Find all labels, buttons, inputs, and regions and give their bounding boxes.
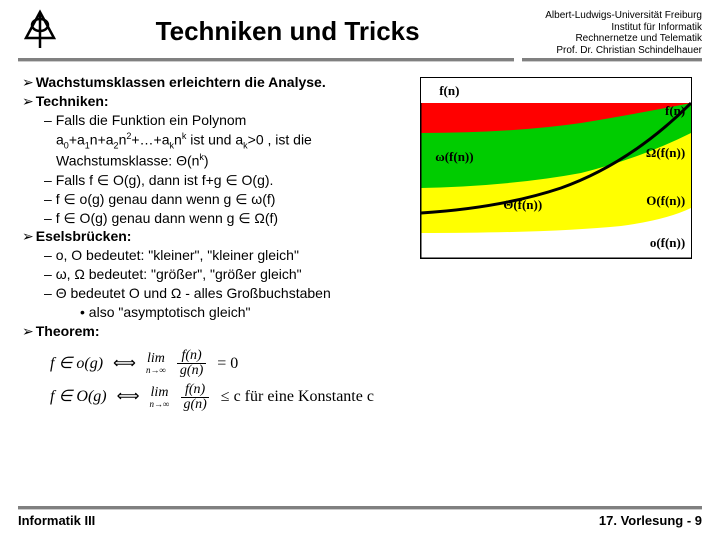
footer: Informatik III 17. Vorlesung - 9 [18, 506, 702, 528]
bullet: Falls f ∈ O(g), dann ist f+g ∈ O(g). [22, 171, 416, 190]
th-arrow: ⟺ [117, 380, 140, 414]
th-tail: ≤ c für eine Konstante c [221, 380, 374, 414]
bullet: Theorem: [22, 322, 416, 341]
bullet: Falls die Funktion ein Polynom [22, 111, 416, 130]
affiliation: Albert-Ludwigs-Universität Freiburg Inst… [545, 10, 702, 56]
footer-divider [18, 506, 702, 509]
theorem-row: f ∈ O(g) ⟺ limn→∞ f(n)g(n) ≤ c für eine … [50, 380, 702, 414]
bullet: also "asymptotisch gleich" [22, 303, 416, 322]
bullet-cont: Wachstumsklasse: Θ(nk) [22, 151, 416, 171]
chart-label-theta: Θ(f(n)) [503, 196, 542, 214]
th-left: f ∈ O(g) [50, 380, 107, 414]
university-logo-icon [18, 8, 62, 52]
th-eq: = 0 [217, 347, 238, 381]
theorem-row: f ∈ o(g) ⟺ limn→∞ f(n)g(n) = 0 [50, 347, 702, 381]
header: Techniken und Tricks Albert-Ludwigs-Univ… [0, 0, 720, 56]
growth-chart: f(n) f(n) ω(f(n)) Ω(f(n)) Θ(f(n)) O(f(n)… [420, 77, 692, 259]
footer-right: 17. Vorlesung - 9 [599, 513, 702, 528]
chart-label-o-small: o(f(n)) [650, 234, 685, 252]
chart-label-fn-top: f(n) [439, 82, 459, 100]
chart-label-omega-big: Ω(f(n)) [646, 144, 685, 162]
bullet-cont: a0+a1n+a2n2+…+aknk ist und ak>0 , ist di… [22, 130, 416, 152]
bullet: Eselsbrücken: [22, 227, 416, 246]
bullet: Wachstumsklassen erleichtern die Analyse… [22, 73, 416, 92]
th-lim: limn→∞ [150, 386, 170, 409]
affil-line: Rechnernetze und Telematik [545, 33, 702, 45]
chart-label-o-big: O(f(n)) [646, 192, 685, 210]
bullet-column: Wachstumsklassen erleichtern die Analyse… [22, 73, 416, 341]
chart-svg [421, 78, 691, 258]
bullet: Techniken: [22, 92, 416, 111]
th-arrow: ⟺ [113, 347, 136, 381]
th-lim: limn→∞ [146, 352, 166, 375]
affil-line: Albert-Ludwigs-Universität Freiburg [545, 10, 702, 22]
th-left: f ∈ o(g) [50, 347, 103, 381]
bullet: ω, Ω bedeutet: "größer", "größer gleich" [22, 265, 416, 284]
th-frac: f(n)g(n) [179, 383, 210, 412]
slide-title: Techniken und Tricks [70, 16, 545, 47]
th-frac: f(n)g(n) [176, 349, 207, 378]
affil-line: Prof. Dr. Christian Schindelhauer [545, 45, 702, 57]
footer-left: Informatik III [18, 513, 95, 528]
content-area: Wachstumsklassen erleichtern die Analyse… [0, 61, 720, 414]
bullet: Θ bedeutet O und Ω - alles Großbuchstabe… [22, 284, 416, 303]
chart-label-omega-small: ω(f(n)) [435, 148, 473, 166]
theorem-block: f ∈ o(g) ⟺ limn→∞ f(n)g(n) = 0 f ∈ O(g) … [50, 347, 702, 414]
bullet: o, O bedeutet: "kleiner", "kleiner gleic… [22, 246, 416, 265]
chart-label-fn-right: f(n) [665, 102, 685, 120]
chart-column: f(n) f(n) ω(f(n)) Ω(f(n)) Θ(f(n)) O(f(n)… [416, 73, 702, 341]
affil-line: Institut für Informatik [545, 22, 702, 34]
header-divider [0, 56, 720, 61]
bullet: f ∈ O(g) genau dann wenn g ∈ Ω(f) [22, 209, 416, 228]
bullet: f ∈ o(g) genau dann wenn g ∈ ω(f) [22, 190, 416, 209]
